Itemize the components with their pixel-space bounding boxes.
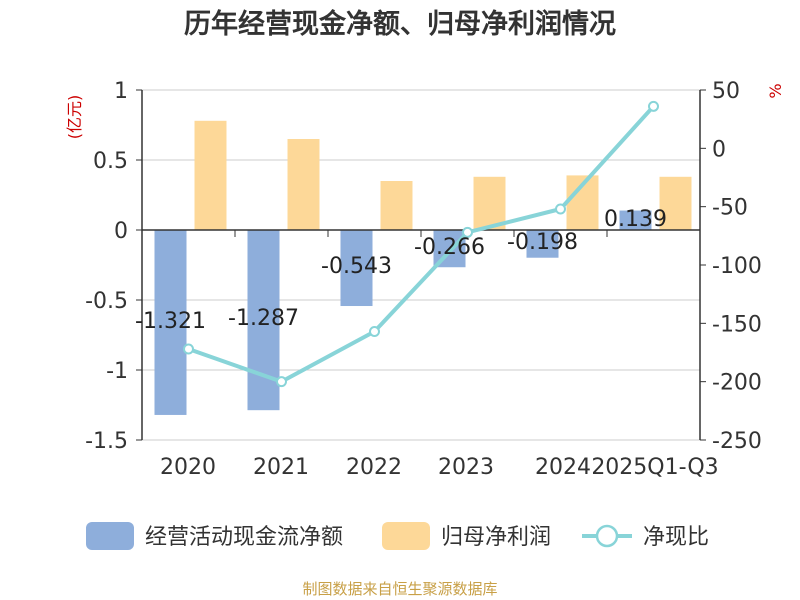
- cashflow-bar: [526, 230, 559, 258]
- ratio-point: [555, 203, 566, 215]
- net-profit-bar: [380, 181, 413, 230]
- left-tick-label: -0.5: [85, 289, 128, 314]
- right-tick-label: -150: [712, 312, 762, 337]
- cashflow-bar: [619, 210, 652, 230]
- bars: [154, 120, 692, 415]
- left-tick-label: -1.5: [85, 429, 128, 454]
- left-tick-label: -1: [106, 359, 128, 384]
- legend-label-ratio: 净现比: [643, 525, 709, 550]
- right-tick-label: -250: [712, 429, 762, 454]
- tick-labels: 10.50-0.5-1-1.5500-50-100-150-200-250202…: [85, 79, 762, 480]
- ratio-point: [369, 326, 380, 337]
- cashflow-data-label: -0.198: [507, 230, 578, 255]
- ratio-line: [183, 100, 659, 388]
- net-profit-bar: [287, 139, 320, 230]
- net-profit-bar: [473, 176, 506, 230]
- x-tick-label: 2025Q1-Q3: [591, 455, 718, 480]
- left-tick-label: 1: [114, 79, 128, 104]
- legend-swatch-net-profit: [382, 522, 430, 550]
- right-tick-label: 50: [712, 79, 740, 104]
- ratio-point: [276, 376, 287, 388]
- x-tick-label: 2022: [346, 455, 402, 480]
- legend-label-cashflow: 经营活动现金流净额: [145, 525, 343, 550]
- right-tick-label: -50: [712, 196, 748, 221]
- legend-swatch-cashflow: [86, 522, 134, 550]
- right-tick-label: -100: [712, 254, 762, 279]
- cashflow-bar: [340, 230, 373, 307]
- legend-marker-ratio: [595, 524, 619, 548]
- ratio-point: [183, 343, 194, 355]
- cashflow-data-label: -1.321: [135, 309, 206, 334]
- cashflow-data-label: 0.139: [604, 207, 667, 232]
- ratio-line-path: [187, 104, 655, 384]
- cashflow-data-label: -0.266: [414, 235, 485, 260]
- right-tick-label: -200: [712, 371, 762, 396]
- ratio-point: [462, 226, 473, 238]
- ratio-point: [648, 100, 659, 112]
- right-tick-label: 0: [712, 137, 726, 162]
- data-labels: -1.321 -1.287 -0.543 -0.266 -0.198 0.139: [135, 207, 667, 334]
- net-profit-bar: [194, 120, 227, 230]
- chart-title: 历年经营现金净额、归母净利润情况: [184, 8, 616, 40]
- x-tick-label: 2023: [438, 455, 494, 480]
- cashflow-bar: [154, 230, 187, 415]
- left-tick-label: 0: [114, 219, 128, 244]
- left-axis-unit: (亿元): [65, 95, 84, 140]
- source-note: 制图数据来自恒生聚源数据库: [302, 580, 497, 598]
- x-tick-label: 2020: [160, 455, 216, 480]
- legend: 经营活动现金流净额 归母净利润 净现比: [86, 522, 709, 550]
- cashflow-data-label: -1.287: [228, 306, 299, 331]
- axes: [136, 89, 706, 441]
- left-tick-label: 0.5: [93, 149, 128, 174]
- cashflow-data-label: -0.543: [321, 254, 392, 279]
- net-profit-bar: [659, 176, 692, 230]
- x-tick-label: 2024: [535, 455, 591, 480]
- legend-label-net-profit: 归母净利润: [441, 525, 551, 550]
- x-tick-label: 2021: [253, 455, 309, 480]
- right-axis-unit: %: [766, 83, 785, 98]
